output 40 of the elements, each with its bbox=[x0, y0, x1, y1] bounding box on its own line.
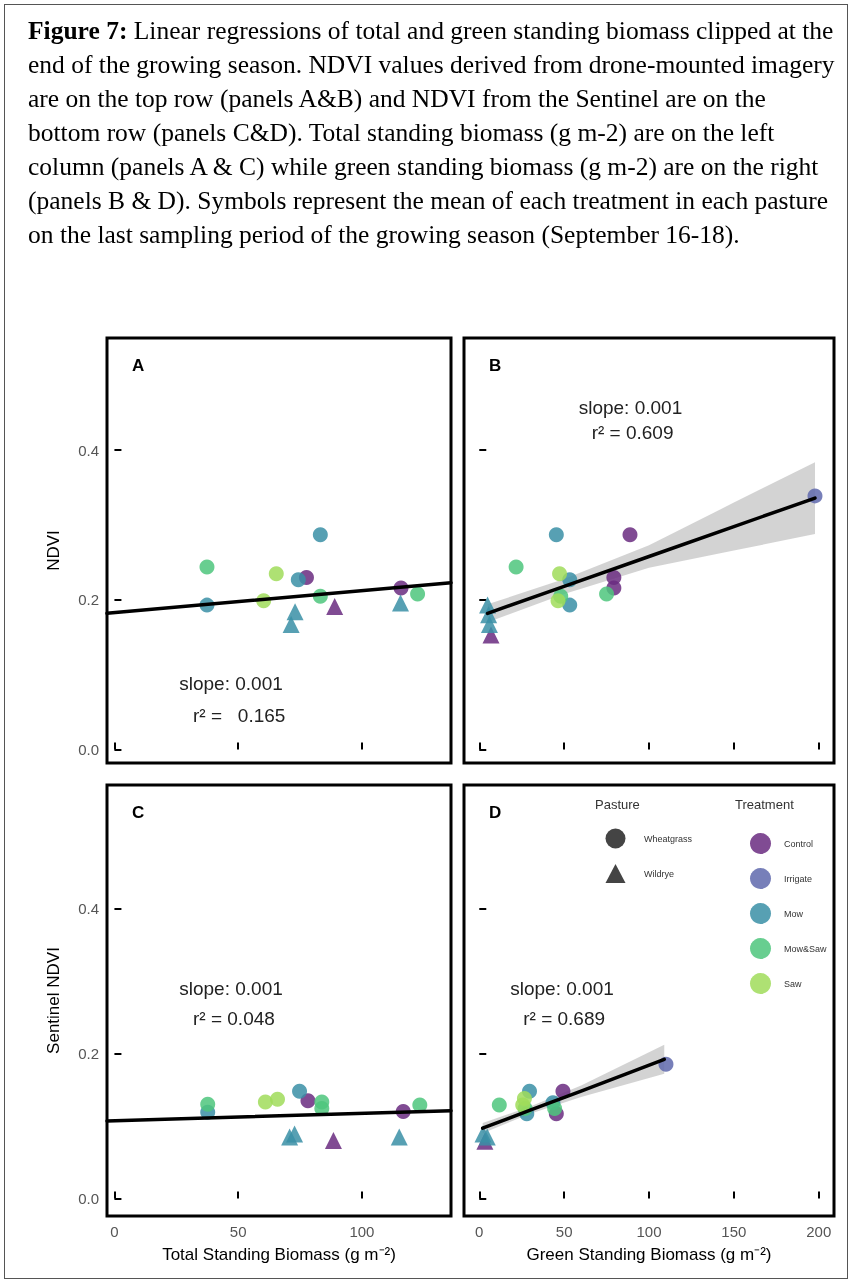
legend-title: Treatment bbox=[735, 797, 795, 812]
y-tick-label: 0.2 bbox=[78, 591, 99, 609]
y-axis-title: NDVI bbox=[44, 530, 63, 571]
text: D bbox=[489, 803, 502, 822]
x-tick-label: 100 bbox=[349, 1223, 375, 1240]
legend-label: Control bbox=[784, 838, 814, 849]
y-tick-label: 0.2 bbox=[78, 1044, 99, 1062]
annotation: Wildrye bbox=[644, 868, 675, 879]
x-tick-label: 0 bbox=[475, 1223, 484, 1240]
y-tick-label: 0.0 bbox=[78, 741, 99, 759]
annotation: Wheatgrass bbox=[644, 833, 693, 844]
x-tick-label: 50 bbox=[229, 1223, 247, 1240]
text: Figure 7: bbox=[28, 16, 128, 45]
y-axis-title: Sentinel NDVI bbox=[44, 947, 63, 1054]
legend-label: Mow bbox=[784, 908, 804, 919]
annotation: Pasture bbox=[595, 797, 640, 812]
x-tick-label: 200 bbox=[806, 1223, 832, 1240]
annotation: r² = 0.609 bbox=[591, 422, 674, 443]
annotation: slope: 0.001 bbox=[578, 396, 683, 418]
annotation: r² = 0.689 bbox=[523, 1008, 606, 1030]
annotation: r² = 0.048 bbox=[193, 1008, 275, 1030]
x-axis-title: Green Standing Biomass (g m⁻²) bbox=[526, 1245, 772, 1264]
y-tick-label: 0.4 bbox=[78, 441, 99, 459]
x-tick-label: 150 bbox=[721, 1223, 747, 1240]
x-tick-label: 50 bbox=[555, 1223, 573, 1240]
x-axis-title: Total Standing Biomass (g m⁻²) bbox=[162, 1245, 396, 1264]
text: A bbox=[132, 356, 145, 375]
y-tick-label: 0.0 bbox=[78, 1190, 99, 1208]
legend-label: Irrigate bbox=[784, 873, 813, 884]
x-tick-label: 0 bbox=[110, 1223, 119, 1240]
legend-label: Saw bbox=[784, 978, 803, 989]
annotation: slope: 0.001 bbox=[510, 977, 614, 999]
annotation: slope: 0.001 bbox=[179, 672, 283, 694]
x-tick-label: 100 bbox=[636, 1223, 662, 1240]
text: C bbox=[132, 803, 145, 822]
annotation: slope: 0.001 bbox=[179, 977, 283, 999]
annotation: r² = 0.165 bbox=[193, 704, 286, 726]
text: B bbox=[489, 356, 502, 375]
y-tick-label: 0.4 bbox=[78, 899, 99, 917]
legend-label: Mow&Saw bbox=[784, 943, 828, 954]
